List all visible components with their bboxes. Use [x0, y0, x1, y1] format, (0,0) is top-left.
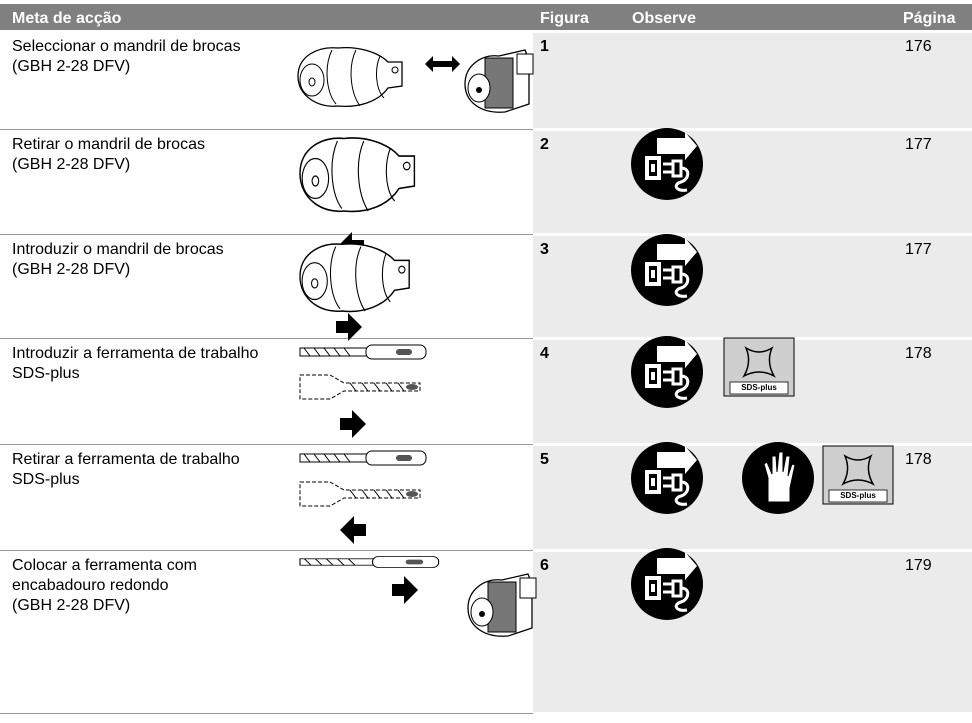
action-text: (GBH 2-28 DFV): [12, 156, 130, 173]
page-number: 178: [905, 345, 932, 362]
action-text: Introduzir o mandril de brocas: [12, 241, 224, 258]
unplug-icon: [629, 546, 705, 622]
glove-icon: [741, 441, 815, 515]
unplug-icon: [629, 232, 705, 308]
unplug-icon: [629, 334, 705, 410]
page-number: 176: [905, 38, 932, 55]
action-text: (GBH 2-28 DFV): [12, 597, 130, 614]
unplug-icon: [629, 440, 705, 516]
header-bar: [0, 4, 972, 30]
header-cell: Observe: [632, 10, 696, 27]
figure-column-bg: [533, 236, 972, 337]
figure-column-bg: [533, 131, 972, 233]
action-text: Retirar a ferramenta de trabalho: [12, 451, 240, 468]
action-text: Introduzir a ferramenta de trabalho: [12, 345, 258, 362]
icon-label: SDS-plus: [741, 383, 777, 392]
header-cell: Meta de acção: [12, 10, 122, 27]
action-text: Colocar a ferramenta com: [12, 557, 197, 574]
unplug-icon: [629, 126, 705, 202]
figure-number: 5: [540, 451, 549, 468]
page-number: 177: [905, 241, 932, 258]
action-text: (GBH 2-28 DFV): [12, 261, 130, 278]
action-text: (GBH 2-28 DFV): [12, 58, 130, 75]
figure-number: 2: [540, 136, 549, 153]
action-text: Retirar o mandril de brocas: [12, 136, 205, 153]
page-number: 177: [905, 136, 932, 153]
figure-number: 1: [540, 38, 549, 55]
action-text: SDS-plus: [12, 365, 80, 382]
figure-number: 3: [540, 241, 549, 258]
header-cell: Página: [903, 10, 956, 27]
page-number: 179: [905, 557, 932, 574]
page-number: 178: [905, 451, 932, 468]
action-text: SDS-plus: [12, 471, 80, 488]
illustration: [299, 555, 537, 637]
figure-column-bg: [533, 552, 972, 712]
illustration: [299, 450, 427, 544]
illustration: [297, 46, 534, 113]
illustration: [299, 243, 410, 341]
action-text: encabadouro redondo: [12, 577, 169, 594]
icon-label: SDS-plus: [840, 491, 876, 500]
header-cell: Figura: [540, 10, 589, 27]
figure-column-bg: [533, 33, 972, 128]
figure-number: 4: [540, 345, 549, 362]
illustration: [299, 344, 427, 438]
illustration: [299, 137, 416, 260]
figure-number: 6: [540, 557, 549, 574]
action-text: Seleccionar o mandril de brocas: [12, 38, 241, 55]
